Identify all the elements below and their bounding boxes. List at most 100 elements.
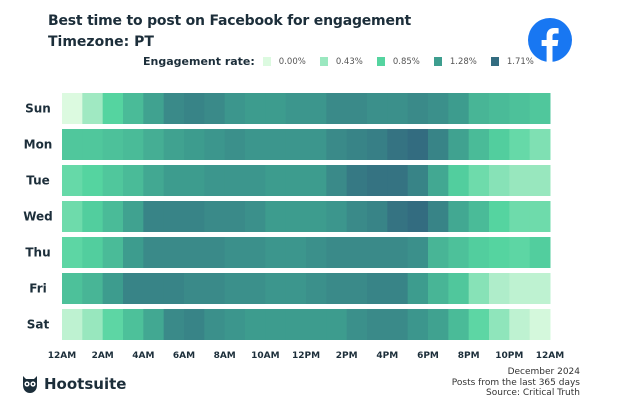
heatmap-cell bbox=[529, 237, 551, 268]
heatmap-cell bbox=[509, 273, 531, 304]
heatmap-cell bbox=[62, 129, 83, 160]
heatmap-cell bbox=[204, 309, 226, 340]
heatmap-cell bbox=[448, 93, 470, 124]
heatmap-cell bbox=[346, 273, 368, 304]
heatmap-cell bbox=[285, 309, 307, 340]
x-tick-label: 12AM bbox=[536, 351, 564, 361]
heatmap-cell bbox=[407, 93, 429, 124]
row-label: Tue bbox=[26, 174, 50, 188]
heatmap-cell bbox=[123, 165, 144, 196]
heatmap-cell bbox=[62, 309, 83, 340]
heatmap-cell bbox=[306, 237, 327, 268]
heatmap-cell bbox=[143, 165, 165, 196]
heatmap-cell bbox=[448, 309, 470, 340]
heatmap-cell bbox=[489, 237, 510, 268]
x-tick-label: 6AM bbox=[173, 351, 195, 361]
heatmap-cell bbox=[102, 309, 124, 340]
heatmap-cell bbox=[102, 93, 124, 124]
heatmap-cell bbox=[204, 273, 226, 304]
heatmap-cell bbox=[306, 165, 327, 196]
heatmap-cell bbox=[346, 309, 368, 340]
heatmap-cell bbox=[265, 93, 287, 124]
x-tick-label: 6PM bbox=[417, 351, 439, 361]
heatmap-cell bbox=[204, 201, 226, 232]
x-tick-label: 12AM bbox=[48, 351, 76, 361]
x-tick-label: 10AM bbox=[251, 351, 279, 361]
heatmap-cell bbox=[407, 129, 429, 160]
row-label: Fri bbox=[29, 282, 46, 296]
heatmap-cell bbox=[468, 165, 490, 196]
heatmap-cell bbox=[407, 237, 429, 268]
heatmap-cell bbox=[509, 201, 531, 232]
legend-swatch bbox=[319, 57, 328, 66]
heatmap-cell bbox=[224, 273, 246, 304]
heatmap-cell bbox=[428, 237, 449, 268]
heatmap-cell bbox=[529, 93, 551, 124]
heatmap-cell bbox=[346, 129, 368, 160]
heatmap-cell bbox=[245, 273, 266, 304]
x-tick-label: 12PM bbox=[292, 351, 320, 361]
heatmap-cell bbox=[62, 273, 83, 304]
heatmap-cell bbox=[346, 93, 368, 124]
legend-label: 0.00% bbox=[278, 56, 306, 67]
legend-title: Engagement rate: bbox=[143, 55, 255, 68]
legend-label: 1.28% bbox=[449, 56, 477, 67]
heatmap-cell bbox=[224, 201, 246, 232]
chart-subtitle: Timezone: PT bbox=[48, 34, 154, 50]
heatmap-cell bbox=[326, 165, 348, 196]
heatmap-cell bbox=[204, 237, 226, 268]
heatmap-cell bbox=[346, 237, 368, 268]
heatmap-cell bbox=[428, 201, 449, 232]
heatmap-cell bbox=[265, 165, 287, 196]
heatmap-cell bbox=[224, 309, 246, 340]
x-tick-label: 10PM bbox=[495, 351, 523, 361]
heatmap-cell bbox=[285, 273, 307, 304]
heatmap-cell bbox=[163, 93, 185, 124]
heatmap-cell bbox=[306, 201, 327, 232]
heatmap-cell bbox=[367, 165, 388, 196]
heatmap-cell bbox=[82, 201, 104, 232]
heatmap-cell bbox=[62, 93, 83, 124]
heatmap-cell bbox=[367, 201, 388, 232]
heatmap-cell bbox=[529, 129, 551, 160]
heatmap-cell bbox=[509, 309, 531, 340]
heatmap-cell bbox=[367, 237, 388, 268]
heatmap-cell bbox=[204, 93, 226, 124]
heatmap-cell bbox=[387, 165, 409, 196]
heatmap-cell bbox=[367, 129, 388, 160]
heatmap-cell bbox=[387, 129, 409, 160]
heatmap-cell bbox=[123, 93, 144, 124]
heatmap-cell bbox=[326, 201, 348, 232]
heatmap-cell bbox=[428, 129, 449, 160]
heatmap-cell bbox=[448, 273, 470, 304]
heatmap-cell bbox=[245, 309, 266, 340]
heatmap-cell bbox=[184, 237, 205, 268]
heatmap-cell bbox=[265, 309, 287, 340]
heatmap-cell bbox=[123, 309, 144, 340]
heatmap-cell bbox=[326, 237, 348, 268]
heatmap-cell bbox=[489, 165, 510, 196]
row-label: Sat bbox=[27, 318, 50, 332]
heatmap-cell bbox=[326, 93, 348, 124]
heatmap-cell bbox=[448, 165, 470, 196]
row-label: Wed bbox=[23, 210, 53, 224]
heatmap-cell bbox=[529, 165, 551, 196]
heatmap-cell bbox=[245, 129, 266, 160]
heatmap-cell bbox=[245, 237, 266, 268]
heatmap-cell bbox=[306, 309, 327, 340]
heatmap-cell bbox=[224, 129, 246, 160]
heatmap-cell bbox=[306, 273, 327, 304]
hootsuite-logo: Hootsuite bbox=[20, 374, 126, 394]
heatmap-cell bbox=[204, 165, 226, 196]
legend-label: 0.43% bbox=[335, 56, 363, 67]
heatmap-cell bbox=[102, 273, 124, 304]
heatmap-cell bbox=[407, 165, 429, 196]
heatmap-cell bbox=[62, 237, 83, 268]
heatmap-cell bbox=[143, 201, 165, 232]
heatmap-cell bbox=[265, 129, 287, 160]
heatmap-cell bbox=[428, 273, 449, 304]
row-label: Mon bbox=[24, 138, 53, 152]
heatmap-cell bbox=[428, 93, 449, 124]
heatmap-cell bbox=[82, 165, 104, 196]
heatmap-cell bbox=[184, 273, 205, 304]
